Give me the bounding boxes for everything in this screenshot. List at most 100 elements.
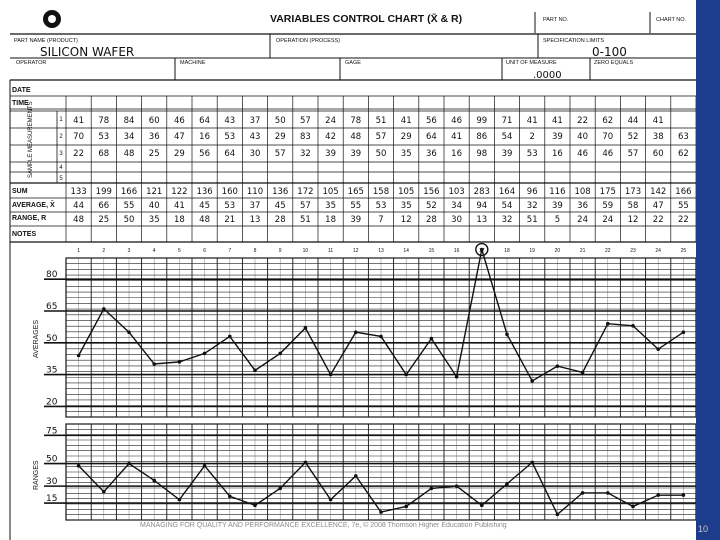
table-cell-m1: 99 — [476, 116, 487, 126]
data-point — [656, 493, 660, 497]
row-number: 1 — [59, 117, 63, 123]
table-cell-range: 51 — [527, 215, 538, 225]
table-cell-range: 7 — [378, 215, 383, 225]
y-tick-label: 65 — [46, 302, 57, 312]
table-cell-avg: 57 — [300, 201, 311, 211]
table-cell-m3: 22 — [73, 149, 84, 159]
table-cell-m3: 46 — [577, 149, 588, 159]
table-cell-sum: 199 — [96, 187, 112, 197]
table-cell-m2: 43 — [250, 132, 261, 142]
data-point — [102, 307, 106, 311]
table-cell-m2: 40 — [577, 132, 588, 142]
table-cell-m3: 98 — [476, 149, 487, 159]
data-point — [152, 362, 156, 366]
table-cell-range: 48 — [199, 215, 210, 225]
data-point — [606, 321, 610, 326]
data-point — [480, 503, 484, 508]
table-cell-sum: 166 — [675, 187, 691, 197]
notes-label: NOTES — [12, 231, 36, 238]
table-cell-range: 35 — [149, 215, 160, 225]
table-cell-sum: 158 — [373, 187, 389, 197]
table-cell-sum: 105 — [322, 187, 338, 197]
range-label: RANGE, R — [12, 215, 46, 222]
x-tick-label: 25 — [681, 248, 687, 254]
table-cell-m2: 54 — [502, 132, 513, 142]
table-cell-sum: 142 — [650, 187, 666, 197]
table-cell-m2: 41 — [451, 132, 462, 142]
table-cell-m2: 53 — [98, 132, 109, 142]
table-cell-sum: 172 — [297, 187, 313, 197]
logo-icon-center — [48, 15, 56, 23]
data-point — [631, 504, 635, 509]
table-cell-m2: 52 — [628, 132, 639, 142]
time-label: TIME — [12, 100, 29, 107]
data-point — [253, 368, 257, 373]
data-point — [278, 351, 283, 356]
table-cell-avg: 53 — [224, 201, 235, 211]
table-cell-m1: 62 — [602, 116, 613, 126]
table-cell-m2: 39 — [552, 132, 563, 142]
x-tick-label: 22 — [605, 248, 611, 254]
data-point — [379, 510, 383, 514]
part-name-label: PART NAME (PRODUCT) — [14, 38, 78, 44]
x-tick-label: 21 — [580, 248, 586, 254]
spec-label: SPECIFICATION LIMITS — [543, 38, 604, 44]
table-cell-range: 48 — [73, 215, 84, 225]
data-point — [681, 493, 686, 497]
machine-label: MACHINE — [180, 60, 206, 66]
y-tick-label: 75 — [46, 426, 57, 436]
table-cell-m1: 44 — [628, 116, 639, 126]
x-tick-label: 2 — [102, 248, 105, 254]
data-point — [454, 484, 459, 488]
average-label: AVERAGE, X̄ — [12, 200, 55, 209]
table-cell-range: 25 — [98, 215, 109, 225]
table-cell-sum: 136 — [196, 187, 212, 197]
table-cell-m2: 57 — [376, 132, 387, 142]
table-cell-m3: 56 — [199, 149, 210, 159]
table-cell-range: 22 — [653, 215, 664, 225]
table-cell-m2: 47 — [174, 132, 185, 142]
table-cell-m1: 71 — [502, 116, 513, 126]
row-number: 5 — [59, 176, 63, 182]
table-cell-avg: 52 — [426, 201, 437, 211]
table-cell-m2: 86 — [476, 132, 487, 142]
table-cell-m1: 56 — [426, 116, 437, 126]
table-cell-range: 24 — [602, 215, 613, 225]
x-tick-label: 14 — [403, 248, 409, 254]
data-point — [454, 374, 459, 379]
data-point — [404, 504, 409, 509]
data-point — [555, 364, 560, 368]
table-cell-m3: 30 — [250, 149, 261, 159]
data-point — [505, 332, 509, 337]
table-cell-range: 24 — [577, 215, 588, 225]
x-tick-label: 16 — [454, 248, 460, 254]
x-tick-label: 9 — [279, 248, 282, 254]
data-point — [228, 334, 232, 339]
part-name-value: SILICON WAFER — [40, 45, 134, 59]
table-cell-m3: 68 — [98, 149, 109, 159]
x-tick-label: 18 — [504, 248, 510, 254]
data-point — [303, 326, 308, 330]
table-cell-range: 21 — [224, 215, 235, 225]
table-cell-m1: 46 — [451, 116, 462, 126]
averages-chart: AVERAGES 1234567891011121314151617181920… — [33, 242, 696, 418]
x-tick-label: 23 — [630, 248, 636, 254]
table-cell-sum: 173 — [625, 187, 641, 197]
table-cell-m1: 64 — [199, 116, 210, 126]
table-cell-m1: 51 — [376, 116, 387, 126]
date-label: DATE — [12, 87, 31, 94]
table-cell-range: 18 — [325, 215, 336, 225]
unit-label: UNIT OF MEASURE — [506, 60, 557, 66]
table-cell-m3: 39 — [502, 149, 513, 159]
table-cell-m1: 46 — [174, 116, 185, 126]
sum-label: SUM — [12, 188, 28, 195]
table-cell-range: 13 — [476, 215, 487, 225]
zero-label: ZERO EQUALS — [594, 60, 633, 66]
row-number: 4 — [59, 165, 63, 171]
table-cell-range: 28 — [275, 215, 286, 225]
operator-label: OPERATOR — [16, 60, 46, 66]
table-cell-avg: 40 — [149, 201, 160, 211]
table-cell-range: 50 — [124, 215, 135, 225]
table-cell-m3: 39 — [325, 149, 336, 159]
